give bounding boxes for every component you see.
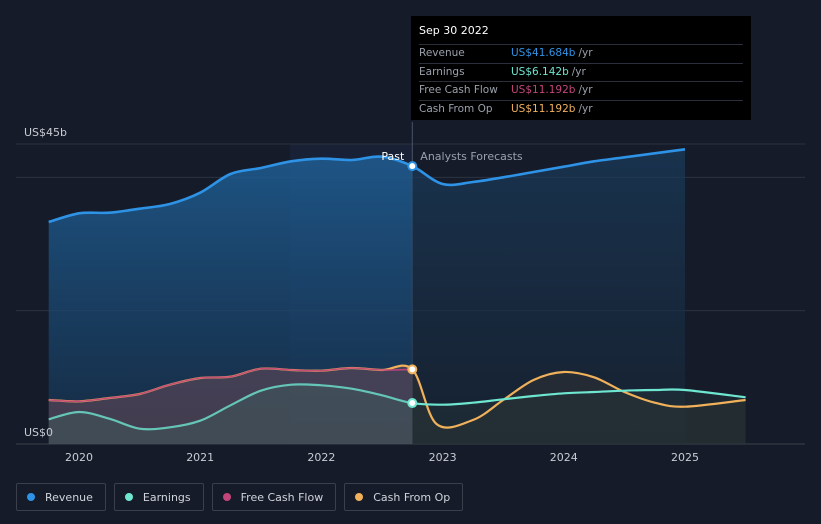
tooltip-date: Sep 30 2022	[419, 24, 489, 37]
legend-item-revenue[interactable]: Revenue	[16, 483, 106, 511]
tooltip-unit: /yr	[578, 84, 593, 96]
legend: Revenue Earnings Free Cash Flow Cash Fro…	[16, 483, 471, 511]
x-tick-label: 2025	[671, 451, 699, 464]
free-cash-flow-line	[48, 367, 413, 403]
tooltip-row-cash-from-op: Cash From Op US$11.192b /yr	[419, 99, 743, 119]
tooltip-value: US$11.192b	[511, 102, 576, 115]
x-tick-label: 2022	[307, 451, 335, 464]
tooltip-value: US$6.142b	[511, 65, 569, 78]
tooltip: Sep 30 2022 Revenue US$41.684b /yr Earni…	[411, 16, 751, 120]
legend-label: Earnings	[142, 490, 191, 504]
tooltip-value: US$11.192b	[511, 84, 576, 96]
tooltip-label: Free Cash Flow	[419, 84, 498, 96]
tooltip-row-earnings: Earnings US$6.142b /yr	[419, 62, 743, 82]
legend-label: Cash From Op	[373, 490, 451, 504]
tooltip-value: US$41.684b	[511, 47, 576, 59]
x-tick-label: 2020	[65, 451, 93, 464]
legend-dot-icon	[355, 493, 364, 501]
tooltip-label: Earnings	[419, 65, 465, 78]
revenue-area-past	[48, 156, 413, 444]
tooltip-unit: /yr	[578, 102, 593, 115]
x-tick-label: 2021	[186, 451, 214, 464]
tooltip-label: Cash From Op	[419, 102, 493, 115]
revenue-marker	[407, 161, 418, 172]
legend-item-earnings[interactable]: Earnings	[113, 483, 204, 511]
legend-item-free-cash-flow[interactable]: Free Cash Flow	[211, 483, 337, 511]
y-axis-label-top: US$45b	[24, 126, 67, 139]
x-tick-label: 2023	[429, 451, 457, 464]
cash-from-op-area-forecast	[412, 369, 746, 444]
y-axis-label-bottom: US$0	[24, 426, 53, 439]
earnings-area-forecast	[412, 389, 746, 444]
legend-dot-icon	[27, 493, 35, 501]
tooltip-unit: /yr	[578, 47, 593, 59]
revenue-area-forecast	[412, 149, 685, 444]
earnings-marker	[407, 398, 418, 409]
earnings-line-forecast	[412, 388, 746, 406]
legend-item-cash-from-op[interactable]: Cash From Op	[344, 483, 464, 511]
legend-dot-icon	[124, 493, 133, 501]
tooltip-unit: /yr	[571, 65, 586, 78]
cash-from-op-marker	[407, 364, 418, 375]
tooltip-row-revenue: Revenue US$41.684b /yr	[419, 44, 743, 63]
past-label: Past	[381, 150, 405, 163]
x-tick-label: 2024	[550, 451, 578, 464]
forecast-label: Analysts Forecasts	[420, 150, 523, 163]
legend-dot-icon	[222, 493, 231, 501]
tooltip-label: Revenue	[419, 47, 465, 59]
legend-label: Free Cash Flow	[240, 490, 324, 504]
revenue-line	[48, 148, 686, 224]
earnings-line-past	[48, 383, 413, 431]
tooltip-row-free-cash-flow: Free Cash Flow US$11.192b /yr	[419, 81, 743, 100]
legend-label: Revenue	[45, 490, 93, 504]
